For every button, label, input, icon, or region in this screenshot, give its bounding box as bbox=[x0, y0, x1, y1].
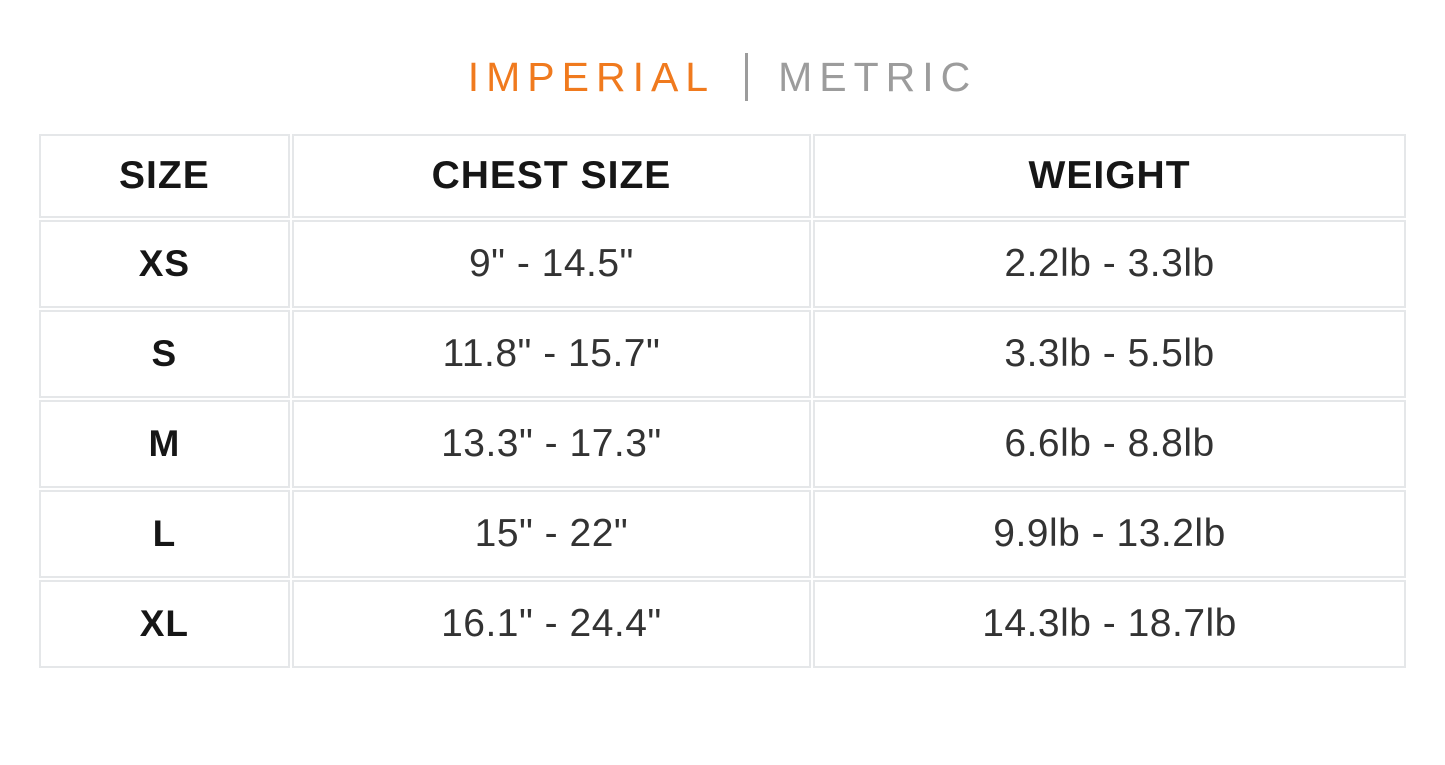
weight-cell: 14.3lb - 18.7lb bbox=[813, 580, 1406, 668]
table-row: XL 16.1" - 24.4" 14.3lb - 18.7lb bbox=[39, 580, 1406, 668]
chest-cell: 9" - 14.5" bbox=[291, 220, 812, 308]
size-cell: L bbox=[39, 490, 290, 578]
table-row: S 11.8" - 15.7" 3.3lb - 5.5lb bbox=[39, 310, 1406, 398]
weight-cell: 2.2lb - 3.3lb bbox=[813, 220, 1406, 308]
table-row: XS 9" - 14.5" 2.2lb - 3.3lb bbox=[39, 220, 1406, 308]
table-row: L 15" - 22" 9.9lb - 13.2lb bbox=[39, 490, 1406, 578]
chest-cell: 11.8" - 15.7" bbox=[291, 310, 812, 398]
weight-cell: 9.9lb - 13.2lb bbox=[813, 490, 1406, 578]
header-size: SIZE bbox=[39, 134, 290, 218]
size-cell: M bbox=[39, 400, 290, 488]
chest-cell: 13.3" - 17.3" bbox=[291, 400, 812, 488]
unit-toggle: IMPERIAL METRIC bbox=[0, 46, 1445, 108]
unit-toggle-divider bbox=[745, 53, 749, 101]
header-chest: CHEST SIZE bbox=[291, 134, 812, 218]
header-weight: WEIGHT bbox=[813, 134, 1406, 218]
weight-cell: 3.3lb - 5.5lb bbox=[813, 310, 1406, 398]
size-cell: XS bbox=[39, 220, 290, 308]
size-chart-table: SIZE CHEST SIZE WEIGHT XS 9" - 14.5" 2.2… bbox=[37, 132, 1408, 670]
size-cell: XL bbox=[39, 580, 290, 668]
chest-cell: 16.1" - 24.4" bbox=[291, 580, 812, 668]
table-row: M 13.3" - 17.3" 6.6lb - 8.8lb bbox=[39, 400, 1406, 488]
table-header-row: SIZE CHEST SIZE WEIGHT bbox=[39, 134, 1406, 218]
weight-cell: 6.6lb - 8.8lb bbox=[813, 400, 1406, 488]
chest-cell: 15" - 22" bbox=[291, 490, 812, 578]
imperial-tab[interactable]: IMPERIAL bbox=[467, 53, 716, 100]
metric-tab[interactable]: METRIC bbox=[778, 53, 978, 100]
size-cell: S bbox=[39, 310, 290, 398]
